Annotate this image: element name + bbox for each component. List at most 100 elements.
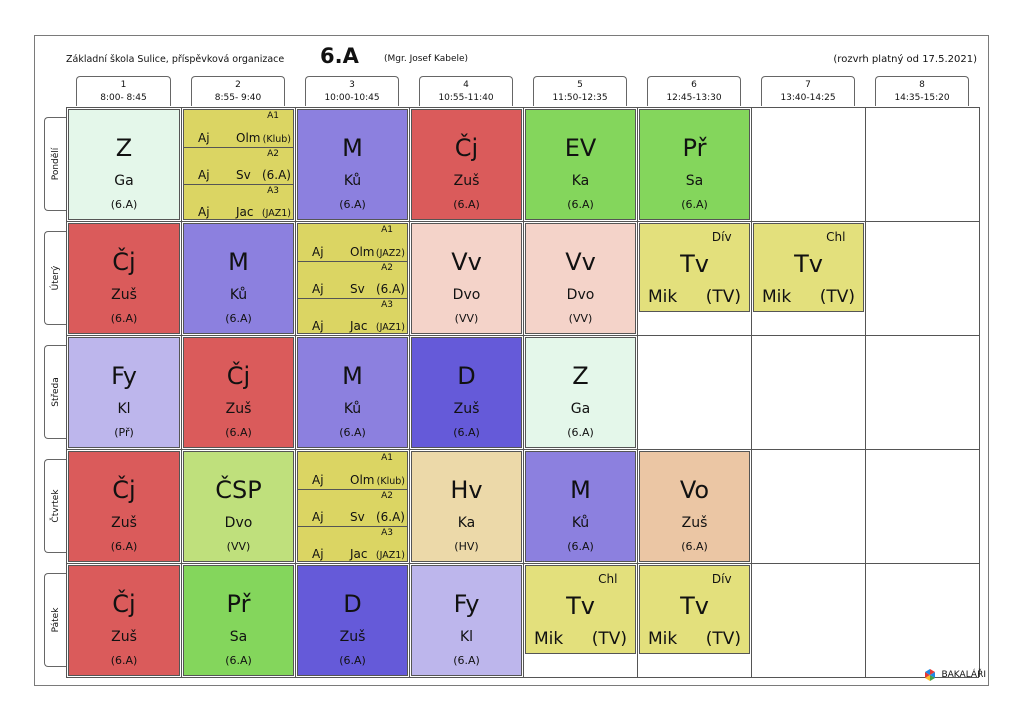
group-name: A1 [381,225,393,235]
lesson-teacher: Sv [350,282,365,296]
day-label-box: Pondělí [44,117,66,211]
timetable-frame [34,35,989,686]
lesson-cell-split[interactable]: A1 Aj Olm (Klub) A2 Aj Sv (6.A) A3 Aj Jac (JAZ1) [183,109,294,220]
lesson-teacher: Ků [571,515,590,531]
lesson-subject: Vo [679,476,710,504]
lesson-subject: Aj [312,245,324,259]
period-header-1: 1 8:00- 8:45 [76,76,171,106]
lesson-teacher: Jac [350,319,368,333]
lesson-cell[interactable]: Chl Tv Mik (TV) [525,565,636,654]
lesson-group[interactable]: A2 Aj Sv (6.A) [298,261,407,298]
lesson-cell[interactable]: Vo Zuš (6.A) [639,451,750,562]
lesson-cell[interactable]: Čj Zuš (6.A) [183,337,294,448]
lesson-cell[interactable]: D Zuš (6.A) [411,337,522,448]
lesson-room: (6.A) [567,198,594,211]
period-number: 2 [235,80,241,90]
grid-line-horizontal [66,107,979,108]
lesson-cell[interactable]: Čj Zuš (6.A) [68,565,180,676]
grid-line-horizontal [66,221,979,222]
period-time: 8:00- 8:45 [100,93,147,103]
lesson-teacher: Olm [350,245,375,259]
lesson-teacher: Dvo [452,287,481,303]
period-number: 3 [349,80,355,90]
lesson-room: (6.A) [681,540,708,553]
lesson-room: (6.A) [339,426,366,439]
lesson-group[interactable]: A1 Aj Olm (Klub) [298,452,407,489]
lesson-group[interactable]: A3 Aj Jac (JAZ1) [298,298,407,333]
lesson-subject: Čj [226,362,251,390]
lesson-teacher: Zuš [111,287,137,303]
lesson-subject: D [457,362,476,390]
lesson-cell[interactable]: Př Sa (6.A) [183,565,294,676]
lesson-teacher: Jac [350,547,368,561]
lesson-room: (6.A) [375,282,405,296]
lesson-room: (6.A) [339,198,366,211]
lesson-cell[interactable]: Z Ga (6.A) [525,337,636,448]
lesson-cell-split[interactable]: A1 Aj Olm (JAZ2) A2 Aj Sv (6.A) A3 Aj Jac (JAZ1) [297,223,408,334]
lesson-cell[interactable]: Fy Kl (6.A) [411,565,522,676]
lesson-group[interactable]: A3 Aj Jac (JAZ1) [184,184,293,219]
lesson-cell[interactable]: Vv Dvo (VV) [525,223,636,334]
period-number: 5 [577,80,583,90]
lesson-cell[interactable]: M Ků (6.A) [525,451,636,562]
lesson-room: (6.A) [110,312,138,325]
lesson-cell[interactable]: Chl Tv Mik (TV) [753,223,864,312]
period-number: 7 [805,80,811,90]
lesson-cell[interactable]: M Ků (6.A) [183,223,294,334]
lesson-room: (JAZ1) [375,550,405,561]
lesson-room: (6.A) [453,198,480,211]
lesson-group[interactable]: A1 Aj Olm (JAZ2) [298,224,407,261]
lesson-cell[interactable]: Čj Zuš (6.A) [68,451,180,562]
group-name: Chl [598,572,618,586]
period-number: 6 [691,80,697,90]
day-label-box: Čtvrtek [44,459,66,553]
lesson-teacher: Jac [236,205,254,219]
group-name: A3 [381,300,393,310]
lesson-cell[interactable]: D Zuš (6.A) [297,565,408,676]
grid-line-vertical [66,107,67,677]
lesson-cell[interactable]: Čj Zuš (6.A) [411,109,522,220]
lesson-cell[interactable]: Dív Tv Mik (TV) [639,223,750,312]
lesson-room: (6.A) [453,426,480,439]
lesson-cell[interactable]: M Ků (6.A) [297,109,408,220]
lesson-subject: Hv [450,476,483,504]
lesson-group[interactable]: A1 Aj Olm (Klub) [184,110,293,147]
lesson-teacher: Mik [648,287,678,307]
day-label: Pondělí [50,147,61,181]
lesson-teacher: Sv [236,168,251,182]
lesson-cell[interactable]: Př Sa (6.A) [639,109,750,220]
period-header-6: 6 12:45-13:30 [647,76,741,106]
period-header-3: 3 10:00-10:45 [305,76,399,106]
lesson-room: (Klub) [262,134,291,145]
lesson-cell[interactable]: Z Ga (6.A) [68,109,180,220]
lesson-group[interactable]: A2 Aj Sv (6.A) [298,489,407,526]
lesson-cell[interactable]: Čj Zuš (6.A) [68,223,180,334]
lesson-room: (VV) [226,540,251,553]
lesson-subject: Tv [680,250,709,278]
lesson-cell[interactable]: M Ků (6.A) [297,337,408,448]
period-time: 14:35-15:20 [894,93,950,103]
day-label: Čtvrtek [50,489,61,523]
bakalari-logo: BAKALÁŘI [923,668,986,682]
grid-line-vertical [865,107,866,677]
lesson-room: (Př) [114,426,134,439]
period-time: 10:55-11:40 [438,93,494,103]
lesson-cell[interactable]: ČSP Dvo (VV) [183,451,294,562]
lesson-cell[interactable]: Hv Ka (HV) [411,451,522,562]
lesson-cell[interactable]: EV Ka (6.A) [525,109,636,220]
lesson-room: (VV) [454,312,479,325]
lesson-room: (TV) [705,629,741,649]
lesson-cell[interactable]: Vv Dvo (VV) [411,223,522,334]
period-header-4: 4 10:55-11:40 [419,76,513,106]
period-number: 8 [919,80,925,90]
lesson-group[interactable]: A3 Aj Jac (JAZ1) [298,526,407,561]
lesson-subject: Fy [111,362,137,390]
lesson-room: (6.A) [375,510,405,524]
lesson-group[interactable]: A2 Aj Sv (6.A) [184,147,293,184]
lesson-room: (JAZ2) [375,248,405,259]
school-name: Základní škola Sulice, příspěvková organ… [66,54,285,65]
lesson-cell-split[interactable]: A1 Aj Olm (Klub) A2 Aj Sv (6.A) A3 Aj Jac (JAZ1) [297,451,408,562]
lesson-cell[interactable]: Dív Tv Mik (TV) [639,565,750,654]
lesson-teacher: Ků [343,173,362,189]
lesson-cell[interactable]: Fy Kl (Př) [68,337,180,448]
